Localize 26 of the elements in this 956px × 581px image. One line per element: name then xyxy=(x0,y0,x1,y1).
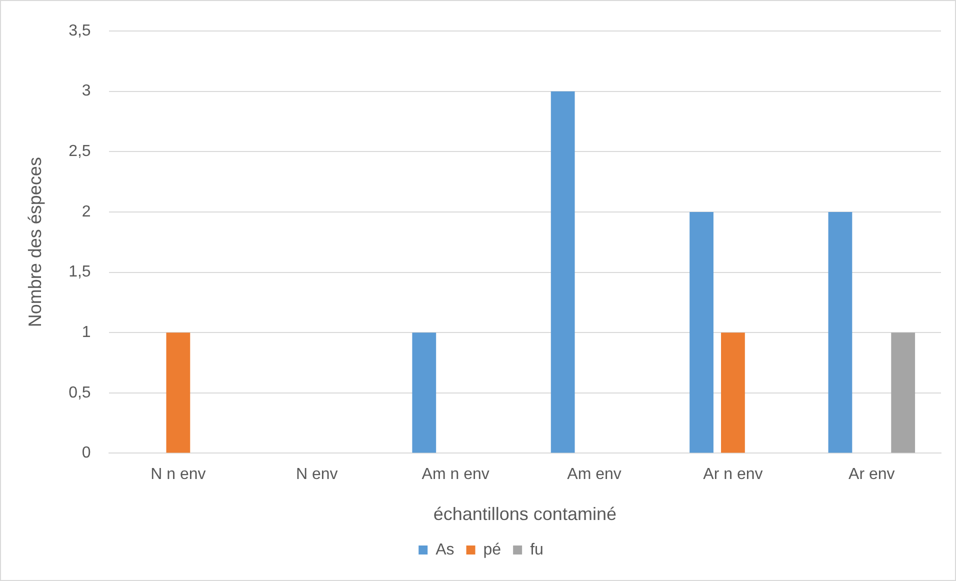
x-tick-label: Am n env xyxy=(422,466,490,484)
x-tick-label: Am env xyxy=(567,466,622,484)
y-tick-label: 3,5 xyxy=(68,22,91,40)
x-tick-label: Ar n env xyxy=(703,466,763,484)
bar xyxy=(828,212,852,453)
bar xyxy=(721,332,745,453)
x-tick-label: N n env xyxy=(150,466,206,484)
x-tick-label: N env xyxy=(296,466,338,484)
y-axis-title: Nombre des éspeces xyxy=(24,157,45,328)
y-tick-label: 0 xyxy=(82,444,91,462)
y-tick-label: 2 xyxy=(82,203,91,220)
bar xyxy=(550,91,575,453)
bar xyxy=(166,332,190,453)
x-axis-title: échantillons contaminé xyxy=(433,504,616,524)
y-tick-label: 2,5 xyxy=(68,143,91,160)
y-tick-label: 0,5 xyxy=(68,384,91,402)
x-tick-label: Ar env xyxy=(848,466,895,484)
legend-label: As xyxy=(436,541,454,558)
bar xyxy=(891,332,916,453)
bar xyxy=(690,212,714,453)
legend-label: pé xyxy=(483,541,502,558)
y-tick-label: 1,5 xyxy=(68,264,91,281)
bar xyxy=(412,332,436,453)
legend-label: fu xyxy=(530,541,544,558)
y-tick-label: 1 xyxy=(82,324,91,341)
y-tick-label: 3 xyxy=(82,82,91,100)
